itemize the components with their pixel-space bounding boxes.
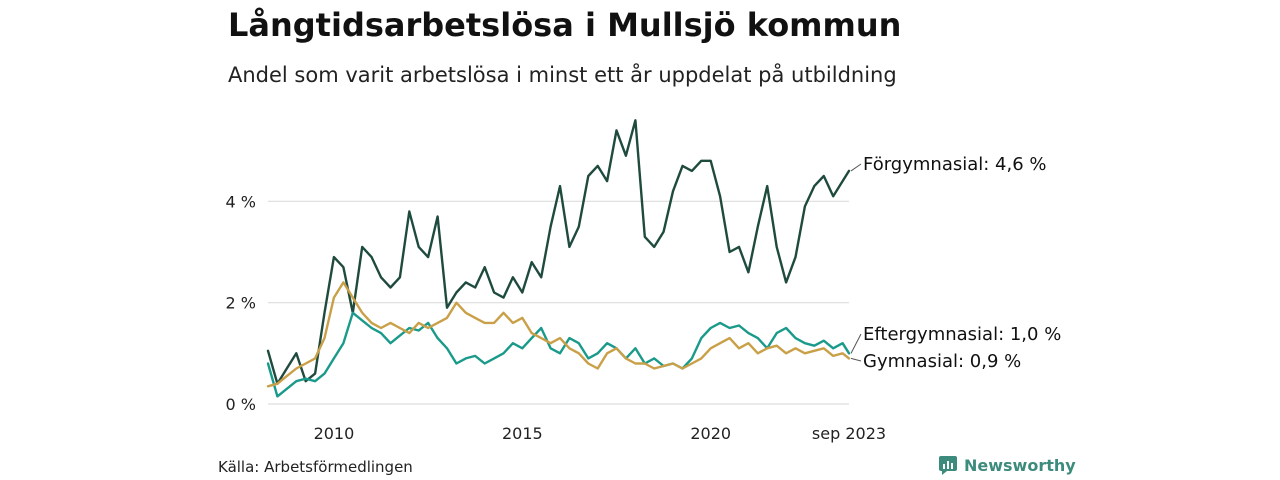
y-axis-ticks: 0 % 2 % 4 % xyxy=(226,192,256,414)
label-leader-line xyxy=(850,163,862,172)
series-end-labels: Förgymnasial: 4,6 % Eftergymnasial: 1,0 %… xyxy=(850,154,1061,372)
y-tick-label: 0 % xyxy=(226,395,256,414)
series-end-label: Eftergymnasial: 1,0 % xyxy=(863,324,1061,345)
chart-subtitle: Andel som varit arbetslösa i minst ett å… xyxy=(228,63,897,87)
y-tick-label: 4 % xyxy=(226,192,256,211)
x-tick-label: 2015 xyxy=(502,424,543,443)
series-lines xyxy=(266,119,851,398)
y-tick-label: 2 % xyxy=(226,294,256,313)
series-line-eftergymnasial xyxy=(266,311,851,398)
newsworthy-icon xyxy=(939,456,957,475)
label-leader-line xyxy=(850,333,862,354)
x-tick-label: 2010 xyxy=(314,424,355,443)
series-end-label: Gymnasial: 0,9 % xyxy=(863,351,1021,372)
x-axis-ticks: 2010 2015 2020 sep 2023 xyxy=(314,424,886,443)
x-tick-label: sep 2023 xyxy=(812,424,886,443)
series-line-förgymnasial xyxy=(266,119,851,385)
label-leader-line xyxy=(850,357,862,362)
series-end-label: Förgymnasial: 4,6 % xyxy=(863,154,1047,175)
grid-lines xyxy=(268,200,849,405)
x-tick-label: 2020 xyxy=(690,424,731,443)
series-line-gymnasial xyxy=(266,281,851,388)
chart-title: Långtidsarbetslösa i Mullsjö kommun xyxy=(228,6,902,44)
brand-logo: Newsworthy xyxy=(938,455,1076,475)
brand-name: Newsworthy xyxy=(964,455,1076,475)
source-note: Källa: Arbetsförmedlingen xyxy=(218,458,413,476)
